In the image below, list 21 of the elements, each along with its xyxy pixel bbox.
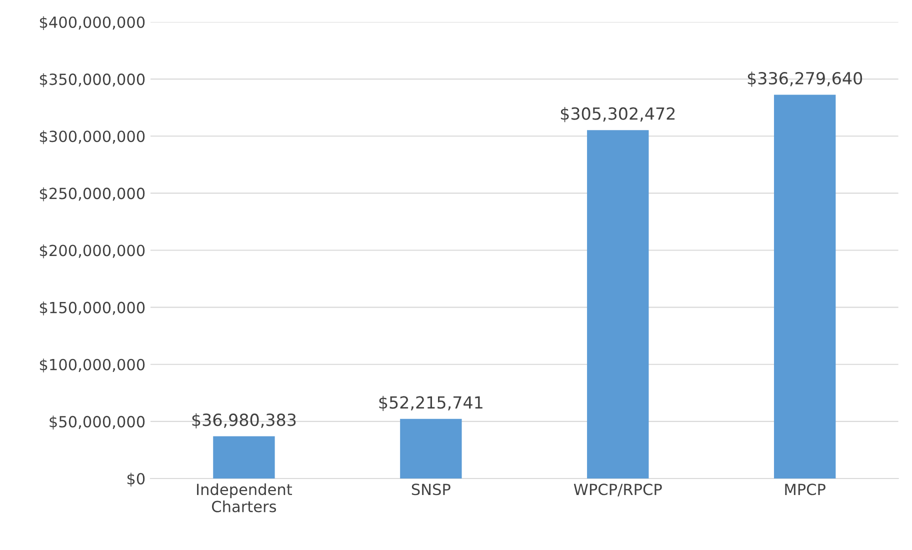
y-tick-label: $300,000,000 bbox=[40, 130, 145, 144]
y-tick-label: $100,000,000 bbox=[40, 358, 145, 372]
y-tick-label: $150,000,000 bbox=[40, 302, 145, 316]
y-tick-label: $200,000,000 bbox=[40, 244, 145, 258]
y-tick-label: $250,000,000 bbox=[40, 187, 145, 202]
y-tick-label: $50,000,000 bbox=[50, 416, 145, 430]
data-label: $305,302,472 bbox=[560, 107, 675, 122]
y-tick-label: $350,000,000 bbox=[40, 73, 145, 88]
x-tick-label: MPCP bbox=[785, 484, 826, 496]
data-label: $336,279,640 bbox=[748, 72, 862, 87]
bar bbox=[213, 436, 275, 478]
data-label: $36,980,383 bbox=[192, 413, 296, 428]
y-tick-label: $0 bbox=[127, 472, 145, 487]
data-label: $52,215,741 bbox=[379, 396, 482, 411]
bar bbox=[400, 418, 462, 478]
x-tick-label: SNSP bbox=[412, 484, 450, 496]
x-tick-label: Independent Charters bbox=[197, 483, 292, 512]
bar bbox=[587, 130, 649, 478]
y-tick-label: $400,000,000 bbox=[40, 16, 145, 30]
bar bbox=[774, 94, 836, 478]
x-tick-label: WPCP/RPCP bbox=[574, 484, 662, 496]
